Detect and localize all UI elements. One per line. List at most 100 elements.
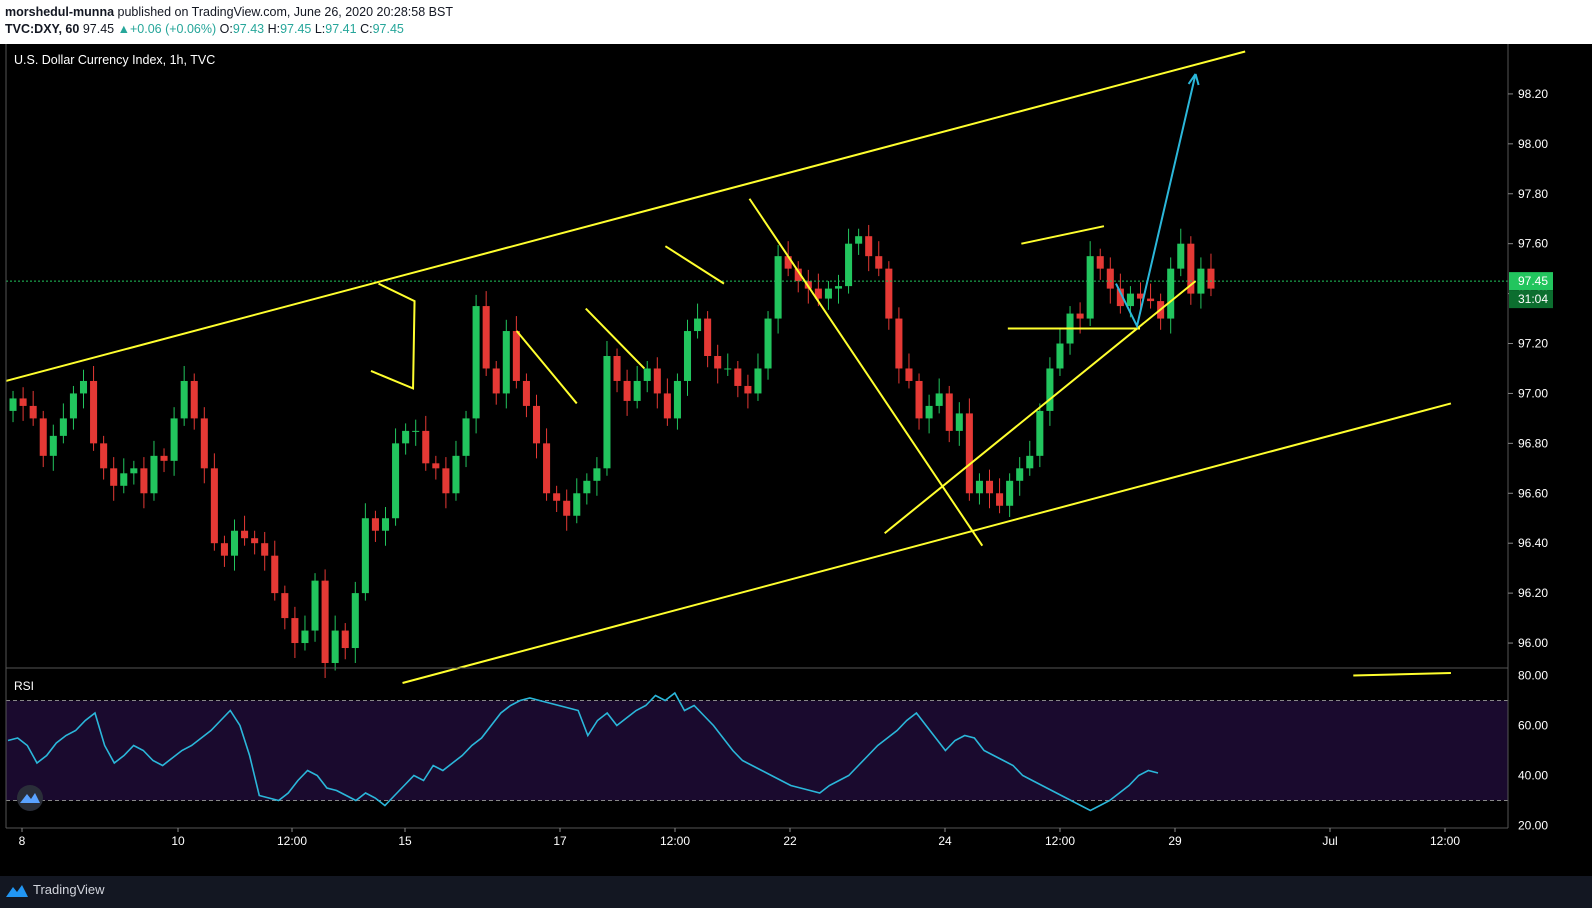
candle-body — [532, 405, 541, 444]
time-axis-tick: 8 — [19, 834, 26, 848]
candle-body — [885, 268, 893, 319]
candle-body — [1136, 293, 1145, 299]
candle-body — [442, 468, 450, 494]
candle-body — [210, 468, 218, 544]
chart-area[interactable]: 98.2098.0097.8097.6097.4097.2097.0096.80… — [0, 44, 1592, 876]
candle-body — [522, 380, 530, 406]
candle-body — [230, 530, 239, 556]
publish-header: morshedul-munna published on TradingView… — [0, 0, 1592, 44]
high-label: H: — [267, 22, 281, 36]
projection-arrow — [1115, 73, 1197, 329]
candle-body — [49, 435, 57, 456]
candle-body — [683, 331, 692, 381]
candle-body — [784, 256, 792, 269]
close-value: 97.45 — [372, 22, 404, 36]
time-axis-tick: 12:00 — [1045, 834, 1075, 848]
rsi-series-line — [7, 691, 1159, 812]
candle-body — [744, 385, 752, 394]
flag-2-line — [515, 330, 578, 405]
candle-body — [281, 593, 289, 619]
trend-drawings[interactable] — [5, 50, 1508, 684]
candle-body — [1197, 268, 1205, 294]
candle-body — [1187, 243, 1195, 294]
candle-body — [824, 288, 832, 299]
price-change: +0.06 (+0.06%) — [129, 22, 217, 36]
candle-body — [633, 380, 641, 401]
candle-body — [1026, 455, 1034, 469]
candle-body — [985, 480, 994, 494]
candle-body — [220, 543, 228, 556]
candles — [9, 224, 1215, 678]
candle-body — [543, 443, 551, 494]
candle-body — [1207, 268, 1215, 289]
candle-body — [714, 356, 722, 369]
rsi-band-fill — [6, 700, 1508, 801]
countdown-label: 31:04 — [1518, 292, 1548, 306]
candle-body — [915, 380, 923, 419]
tradingview-badge-mark — [20, 793, 40, 803]
candle-body — [774, 256, 782, 319]
candle-body — [321, 580, 329, 664]
candle-body — [704, 318, 712, 356]
time-axis-tick: 29 — [1168, 834, 1182, 848]
candle-body — [845, 243, 853, 287]
flag-1-line — [370, 282, 416, 390]
candle-body — [412, 430, 420, 432]
candle-body — [512, 331, 520, 381]
tradingview-brand[interactable]: TradingView — [6, 882, 105, 897]
candle-body — [291, 618, 299, 644]
price-axis-tick: 96.00 — [1518, 636, 1548, 650]
candle-body — [734, 368, 742, 386]
candle-body — [9, 398, 17, 411]
candle-body — [492, 368, 500, 394]
candle-body — [895, 318, 903, 369]
rsi-axis-tick: 20.00 — [1518, 819, 1548, 833]
candle-body — [200, 418, 208, 469]
candle-body — [1006, 480, 1014, 506]
candle-body — [120, 473, 128, 486]
candle-body — [241, 530, 249, 539]
candle-body — [1126, 293, 1134, 307]
candle-body — [553, 493, 561, 501]
price-axis-tick: 98.20 — [1518, 87, 1548, 101]
price-axis-tick: 96.60 — [1518, 486, 1548, 500]
flag-3-line — [585, 307, 646, 370]
candle-body — [261, 543, 269, 556]
candle-body — [1046, 368, 1054, 411]
candle-body — [271, 555, 279, 594]
candle-body — [1147, 298, 1155, 302]
footer-bar: TradingView — [0, 876, 1592, 908]
candle-body — [432, 463, 440, 469]
candle-body — [643, 368, 651, 381]
low-value: 97.41 — [325, 22, 357, 36]
candle-body — [663, 393, 671, 419]
candle-body — [1096, 256, 1104, 269]
candle-body — [341, 630, 349, 649]
time-axis-tick: 12:00 — [277, 834, 307, 848]
candle-body — [975, 480, 983, 494]
candle-body — [1106, 268, 1114, 289]
candle-body — [1036, 410, 1044, 456]
symbol-label: TVC:DXY, 60 — [5, 22, 80, 36]
candle-body — [1086, 256, 1094, 319]
candle-body — [130, 468, 138, 474]
last-price-label: 97.45 — [1518, 274, 1548, 288]
candle-body — [140, 468, 148, 494]
candle-body — [875, 256, 883, 269]
rsi-axis-tick: 80.00 — [1518, 669, 1548, 683]
candle-body — [573, 493, 581, 516]
candle-body — [482, 306, 490, 369]
author-name[interactable]: morshedul-munna — [5, 5, 115, 19]
top-range-line — [1021, 225, 1105, 245]
rsi-title: RSI — [14, 679, 34, 693]
candle-body — [110, 468, 118, 486]
time-axis-tick: 10 — [171, 834, 185, 848]
price-axis-tick: 96.80 — [1518, 436, 1548, 450]
candle-body — [1076, 313, 1084, 319]
candle-body — [834, 286, 843, 289]
open-value: 97.43 — [232, 22, 265, 36]
candle-body — [402, 430, 410, 444]
time-axis-tick: 15 — [398, 834, 412, 848]
candle-body — [1177, 243, 1185, 269]
rsi-axis-tick: 60.00 — [1518, 719, 1548, 733]
